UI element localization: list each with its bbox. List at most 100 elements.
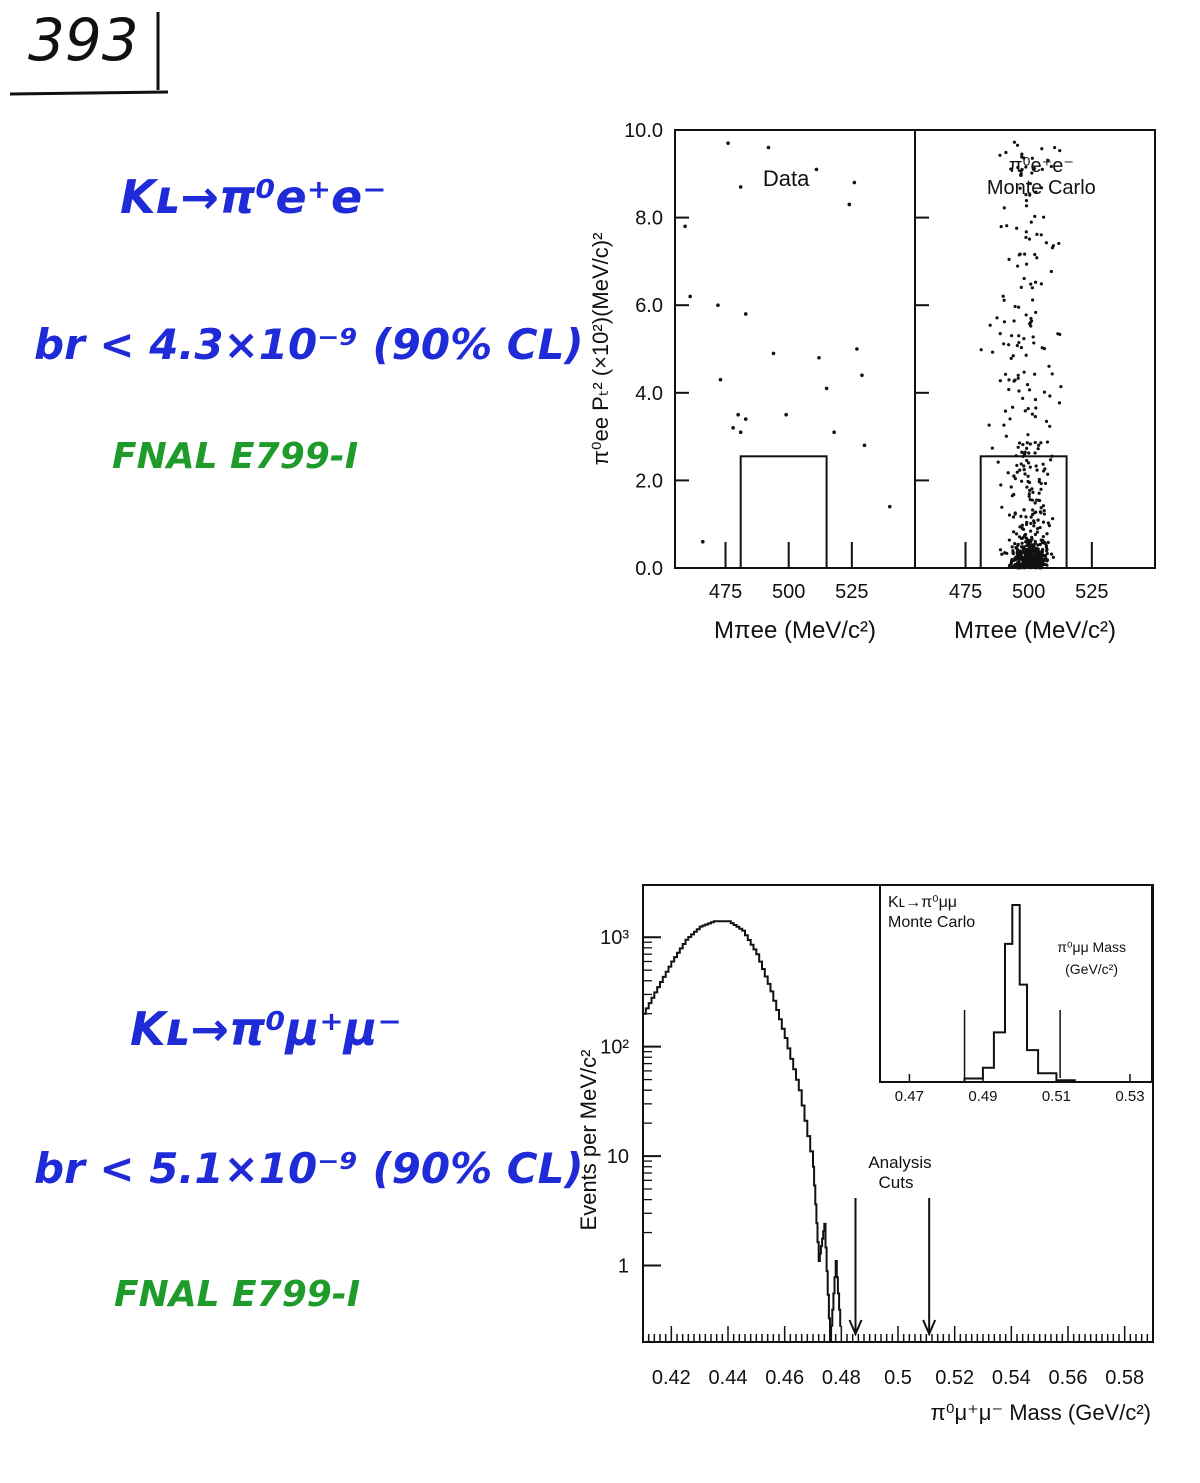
mc-point	[1007, 387, 1011, 392]
mc-point	[1040, 147, 1044, 151]
mc-point	[1014, 532, 1019, 536]
mc-point	[1011, 549, 1015, 553]
mc-point	[1024, 204, 1029, 208]
mc-point	[1022, 508, 1026, 512]
mc-point	[1005, 551, 1009, 555]
mc-point	[1040, 552, 1044, 557]
mc-point	[1056, 332, 1060, 336]
mc-point	[1030, 498, 1035, 502]
mc-point	[1033, 501, 1037, 505]
mc-point	[1033, 398, 1038, 402]
y-tick-label: 2.0	[635, 470, 663, 492]
mc-point	[1010, 557, 1014, 562]
mc-point	[1033, 440, 1037, 445]
inset-histogram-line	[946, 904, 1090, 1083]
mc-point	[1006, 471, 1010, 475]
data-point	[817, 355, 821, 360]
mc-point	[1040, 167, 1044, 171]
mc-point	[1020, 541, 1024, 545]
mc-point	[1012, 319, 1016, 323]
mc-point	[1036, 447, 1040, 451]
cut-arrow-head	[922, 1319, 937, 1337]
mc-point	[1042, 469, 1046, 473]
mc-point	[1050, 246, 1055, 250]
mc-point	[1018, 468, 1022, 472]
mc-point	[1011, 405, 1015, 409]
mc-point	[1026, 406, 1030, 411]
mc-point	[1030, 171, 1034, 175]
x-tick-label: 0.58	[1105, 1367, 1144, 1389]
mc-point	[1041, 215, 1046, 219]
top-decay-label: Kʟ→π⁰e⁺e⁻	[120, 170, 387, 224]
data-point	[887, 504, 892, 509]
data-point	[824, 386, 829, 391]
mc-point	[1019, 346, 1023, 350]
mc-point	[998, 153, 1002, 157]
mc-point	[1039, 441, 1043, 445]
mc-point	[1026, 554, 1030, 558]
mc-point	[1013, 304, 1017, 309]
mc-point	[1025, 458, 1029, 463]
mc-point	[1044, 545, 1049, 549]
mc-point	[1042, 347, 1047, 351]
x-tick-label: 475	[949, 581, 982, 603]
x-tick-label: 0.44	[709, 1367, 748, 1389]
mc-point	[1008, 417, 1012, 421]
mc-point	[1032, 521, 1036, 525]
mc-point	[1007, 257, 1011, 261]
data-point	[855, 347, 859, 351]
x-tick-label: 475	[709, 581, 742, 603]
mc-point	[1023, 252, 1027, 256]
data-point	[743, 417, 748, 421]
mc-point	[1004, 434, 1008, 438]
mc-point	[1035, 468, 1039, 472]
mc-point	[1016, 549, 1020, 553]
mc-point	[1024, 165, 1028, 169]
mumu-mass-histogram-chart: 0.42 0.44 0.46 0.48 0.5 0.52 0.54 0.56 0.58 1 10 10…	[576, 884, 1154, 1425]
mc-point	[1041, 557, 1046, 562]
x-axis-label: Mπee (MeV/c²)	[714, 617, 876, 644]
mc-point	[1013, 512, 1017, 516]
panel-label-data: Data	[763, 166, 810, 191]
mc-point	[990, 446, 994, 450]
mc-point	[1025, 540, 1029, 544]
mc-point	[1046, 540, 1050, 545]
mc-point	[1033, 548, 1037, 553]
mc-point	[1029, 529, 1033, 533]
mc-point	[1022, 337, 1026, 341]
mc-point	[1031, 512, 1035, 517]
y-axis-label: π⁰ee Pₜ² (×10²)(MeV/c)²	[588, 233, 613, 466]
mc-point	[1020, 450, 1024, 454]
inset-x-tick-label: 0.51	[1042, 1088, 1071, 1105]
mc-point	[1020, 152, 1024, 156]
mc-point	[1023, 409, 1027, 413]
y-tick-label: 6.0	[635, 295, 663, 317]
mc-point	[1024, 313, 1028, 317]
mc-point	[1049, 164, 1053, 169]
y-tick-label: 1	[618, 1256, 629, 1278]
mc-point	[1009, 485, 1013, 489]
mc-point	[979, 348, 983, 352]
mc-point	[1023, 452, 1027, 456]
mc-point	[1017, 340, 1021, 345]
panel-frame	[674, 129, 916, 569]
mc-point	[998, 548, 1003, 552]
mc-point	[988, 323, 992, 327]
mc-point	[1021, 396, 1025, 400]
mc-point	[1051, 555, 1055, 560]
histogram-line	[643, 920, 842, 1343]
mc-point	[1026, 433, 1030, 437]
mc-point	[1025, 520, 1029, 524]
mc-point	[1042, 512, 1047, 516]
inset-title-line1: Kʟ→π⁰μμ	[888, 894, 957, 911]
cut-arrow-head	[848, 1319, 863, 1337]
top-experiment-label: FNAL E799-I	[112, 436, 359, 477]
mc-point	[1033, 415, 1037, 419]
mc-point	[1011, 515, 1016, 519]
mc-point	[1028, 548, 1032, 552]
y-tick-label: 10²	[600, 1037, 629, 1059]
mc-point	[1020, 167, 1024, 172]
data-point	[814, 167, 819, 172]
mc-point	[995, 316, 999, 320]
data-point	[784, 412, 788, 417]
